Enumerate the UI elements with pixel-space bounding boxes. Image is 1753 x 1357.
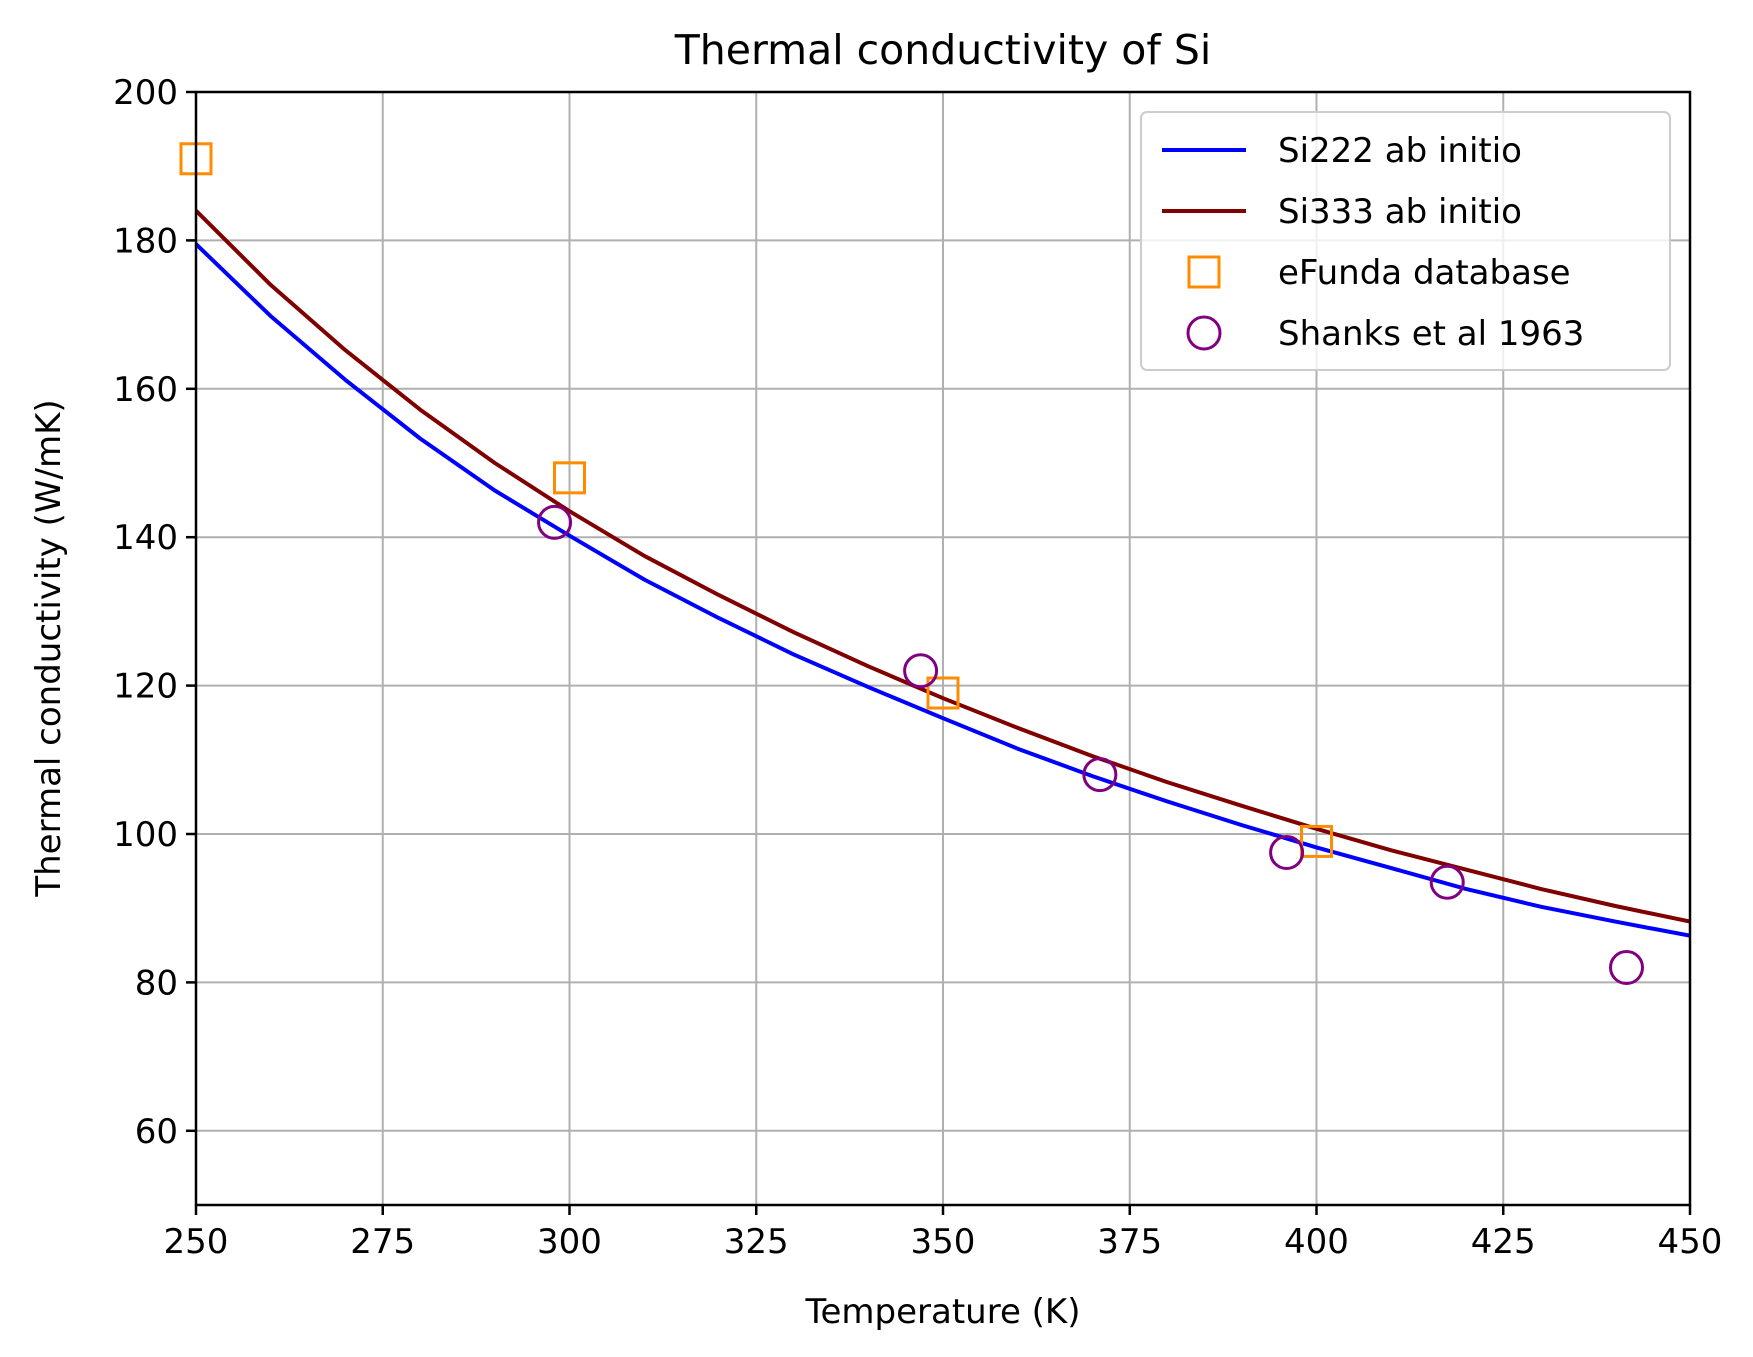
legend-label-si222-ab-initio: Si222 ab initio (1278, 131, 1522, 171)
x-tick-label: 325 (724, 1222, 789, 1262)
x-tick-label: 250 (164, 1222, 229, 1262)
x-axis: 250 275 300 325 350 375 400 425 450 (164, 1205, 1723, 1262)
legend-swatch-efunda-database (1187, 255, 1221, 289)
legend-label-si333-ab-initio: Si333 ab initio (1278, 192, 1522, 232)
x-tick-label: 375 (1097, 1222, 1162, 1262)
y-tick-label: 120 (113, 667, 178, 707)
data-point-efunda-database (553, 461, 586, 495)
data-point-shanks-et-al-1963 (537, 504, 573, 540)
series-layer (196, 209, 1690, 938)
x-axis-label: Temperature (K) (804, 1292, 1080, 1332)
y-tick-label: 60 (135, 1112, 178, 1152)
data-point-shanks-et-al-1963 (1609, 950, 1645, 986)
legend-swatch-shanks-et-al-1963 (1186, 315, 1222, 351)
legend-box (1140, 111, 1671, 371)
y-tick-label: 180 (113, 221, 178, 261)
y-tick-label: 140 (113, 518, 178, 558)
chart-title: Thermal conductivity of Si (674, 26, 1212, 74)
legend-label-shanks-et-al-1963: Shanks et al 1963 (1278, 314, 1584, 354)
y-tick-label: 200 (113, 73, 178, 113)
y-axis-label: Thermal conductivity (W/mK) (29, 399, 69, 897)
data-point-efunda-database (1300, 824, 1333, 858)
data-point-efunda-database (926, 676, 960, 710)
data-point-shanks-et-al-1963 (1429, 864, 1465, 900)
y-tick-label: 100 (113, 815, 178, 855)
x-tick-label: 350 (911, 1222, 976, 1262)
x-tick-label: 275 (350, 1222, 415, 1262)
x-tick-label: 300 (537, 1222, 602, 1262)
x-tick-label: 425 (1471, 1222, 1536, 1262)
y-tick-label: 80 (135, 963, 178, 1003)
legend-label-efunda-database: eFunda database (1278, 253, 1571, 293)
x-tick-label: 450 (1658, 1222, 1723, 1262)
legend: Si222 ab initio Si333 ab initio eFunda dat… (1140, 111, 1671, 371)
y-tick-label: 160 (113, 370, 178, 410)
data-point-shanks-et-al-1963 (903, 653, 939, 689)
series-line-si333-ab-initio (196, 209, 1690, 924)
data-point-shanks-et-al-1963 (1082, 757, 1118, 793)
x-tick-label: 400 (1284, 1222, 1349, 1262)
y-axis: 60 80 100 120 140 160 180 200 (113, 73, 196, 1152)
data-point-shanks-et-al-1963 (1269, 835, 1305, 871)
series-line-si222-ab-initio (196, 242, 1690, 938)
